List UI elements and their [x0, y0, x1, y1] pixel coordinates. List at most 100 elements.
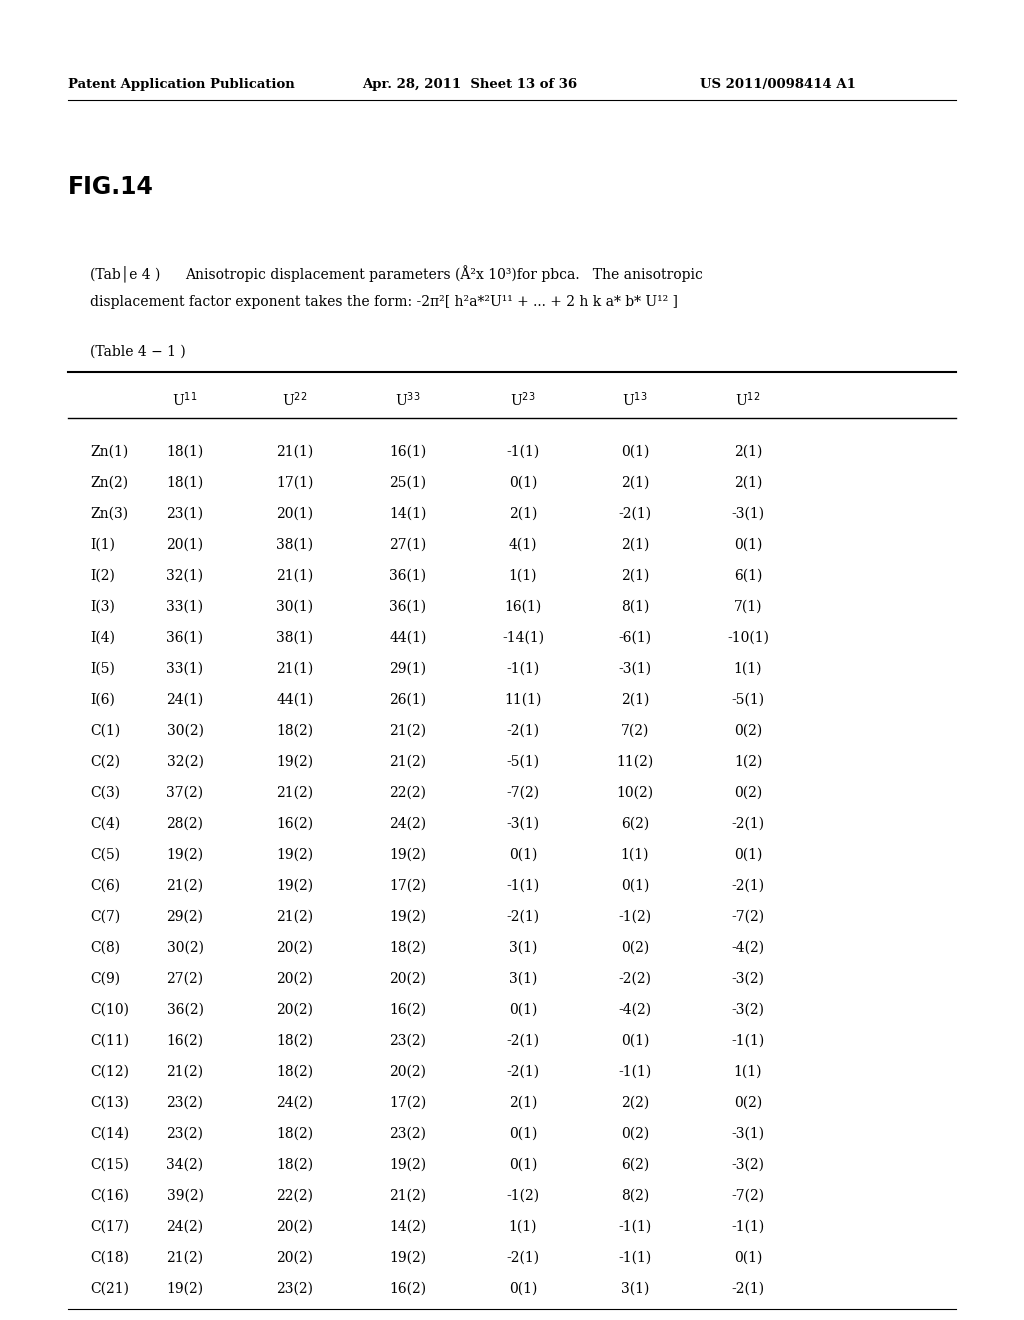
Text: U$^{13}$: U$^{13}$ [623, 389, 648, 409]
Text: -3(2): -3(2) [731, 1003, 765, 1016]
Text: 19(2): 19(2) [276, 879, 313, 894]
Text: U$^{23}$: U$^{23}$ [510, 389, 536, 409]
Text: 18(2): 18(2) [276, 1034, 313, 1048]
Text: 3(1): 3(1) [509, 941, 538, 954]
Text: 0(1): 0(1) [509, 1127, 538, 1140]
Text: 3(1): 3(1) [509, 972, 538, 986]
Text: 22(2): 22(2) [389, 785, 427, 800]
Text: 38(1): 38(1) [276, 539, 313, 552]
Text: 23(2): 23(2) [167, 1127, 204, 1140]
Text: 30(1): 30(1) [276, 601, 313, 614]
Text: 33(1): 33(1) [167, 663, 204, 676]
Text: 6(2): 6(2) [621, 817, 649, 832]
Text: 19(2): 19(2) [276, 755, 313, 770]
Text: 19(2): 19(2) [167, 1282, 204, 1296]
Text: 20(2): 20(2) [276, 941, 313, 954]
Text: 18(2): 18(2) [276, 1158, 313, 1172]
Text: 14(2): 14(2) [389, 1220, 427, 1234]
Text: U$^{12}$: U$^{12}$ [735, 389, 761, 409]
Text: 24(2): 24(2) [276, 1096, 313, 1110]
Text: 23(2): 23(2) [389, 1034, 427, 1048]
Text: -1(1): -1(1) [507, 663, 540, 676]
Text: C(2): C(2) [90, 755, 120, 770]
Text: 24(2): 24(2) [389, 817, 427, 832]
Text: U$^{22}$: U$^{22}$ [283, 389, 307, 409]
Text: 23(2): 23(2) [389, 1127, 427, 1140]
Text: FIG.14: FIG.14 [68, 176, 154, 199]
Text: 19(2): 19(2) [389, 1251, 427, 1265]
Text: Zn(3): Zn(3) [90, 507, 128, 521]
Text: 34(2): 34(2) [167, 1158, 204, 1172]
Text: 0(2): 0(2) [621, 941, 649, 954]
Text: I(5): I(5) [90, 663, 115, 676]
Text: 0(1): 0(1) [621, 1034, 649, 1048]
Text: 2(1): 2(1) [509, 1096, 538, 1110]
Text: C(18): C(18) [90, 1251, 129, 1265]
Text: -1(1): -1(1) [731, 1220, 765, 1234]
Text: 10(2): 10(2) [616, 785, 653, 800]
Text: -7(2): -7(2) [731, 909, 765, 924]
Text: 4(1): 4(1) [509, 539, 538, 552]
Text: 1(1): 1(1) [734, 1065, 762, 1078]
Text: 21(2): 21(2) [276, 909, 313, 924]
Text: C(17): C(17) [90, 1220, 129, 1234]
Text: 21(2): 21(2) [167, 1251, 204, 1265]
Text: C(1): C(1) [90, 723, 120, 738]
Text: U$^{33}$: U$^{33}$ [395, 389, 421, 409]
Text: 19(2): 19(2) [167, 847, 204, 862]
Text: -2(1): -2(1) [507, 909, 540, 924]
Text: C(5): C(5) [90, 847, 120, 862]
Text: 2(1): 2(1) [734, 445, 762, 459]
Text: -5(1): -5(1) [731, 693, 765, 708]
Text: 27(2): 27(2) [167, 972, 204, 986]
Text: 22(2): 22(2) [276, 1189, 313, 1203]
Text: 23(2): 23(2) [167, 1096, 204, 1110]
Text: 3(1): 3(1) [621, 1282, 649, 1296]
Text: 17(2): 17(2) [389, 879, 427, 894]
Text: 0(2): 0(2) [734, 1096, 762, 1110]
Text: 32(2): 32(2) [167, 755, 204, 770]
Text: 2(1): 2(1) [734, 477, 762, 490]
Text: -1(2): -1(2) [618, 909, 651, 924]
Text: Zn(2): Zn(2) [90, 477, 128, 490]
Text: 32(1): 32(1) [167, 569, 204, 583]
Text: C(14): C(14) [90, 1127, 129, 1140]
Text: -3(2): -3(2) [731, 1158, 765, 1172]
Text: 0(2): 0(2) [734, 723, 762, 738]
Text: C(9): C(9) [90, 972, 120, 986]
Text: -2(1): -2(1) [507, 1251, 540, 1265]
Text: 18(2): 18(2) [276, 1127, 313, 1140]
Text: 20(2): 20(2) [276, 972, 313, 986]
Text: 0(1): 0(1) [509, 1003, 538, 1016]
Text: -2(1): -2(1) [731, 879, 765, 894]
Text: 36(2): 36(2) [167, 1003, 204, 1016]
Text: C(3): C(3) [90, 785, 120, 800]
Text: 21(1): 21(1) [276, 445, 313, 459]
Text: 24(1): 24(1) [166, 693, 204, 708]
Text: I(2): I(2) [90, 569, 115, 583]
Text: US 2011/0098414 A1: US 2011/0098414 A1 [700, 78, 856, 91]
Text: C(13): C(13) [90, 1096, 129, 1110]
Text: -10(1): -10(1) [727, 631, 769, 645]
Text: 18(2): 18(2) [276, 1065, 313, 1078]
Text: 26(1): 26(1) [389, 693, 427, 708]
Text: -1(1): -1(1) [618, 1065, 651, 1078]
Text: -1(1): -1(1) [618, 1251, 651, 1265]
Text: 2(1): 2(1) [621, 539, 649, 552]
Text: -4(2): -4(2) [618, 1003, 651, 1016]
Text: C(15): C(15) [90, 1158, 129, 1172]
Text: 16(2): 16(2) [389, 1282, 427, 1296]
Text: 20(2): 20(2) [276, 1220, 313, 1234]
Text: 0(1): 0(1) [509, 1158, 538, 1172]
Text: 28(2): 28(2) [167, 817, 204, 832]
Text: 2(1): 2(1) [621, 693, 649, 708]
Text: 2(1): 2(1) [621, 569, 649, 583]
Text: 19(2): 19(2) [389, 909, 427, 924]
Text: -2(1): -2(1) [731, 1282, 765, 1296]
Text: 44(1): 44(1) [276, 693, 313, 708]
Text: 24(2): 24(2) [167, 1220, 204, 1234]
Text: -3(1): -3(1) [618, 663, 651, 676]
Text: 33(1): 33(1) [167, 601, 204, 614]
Text: I(1): I(1) [90, 539, 115, 552]
Text: -2(1): -2(1) [507, 1034, 540, 1048]
